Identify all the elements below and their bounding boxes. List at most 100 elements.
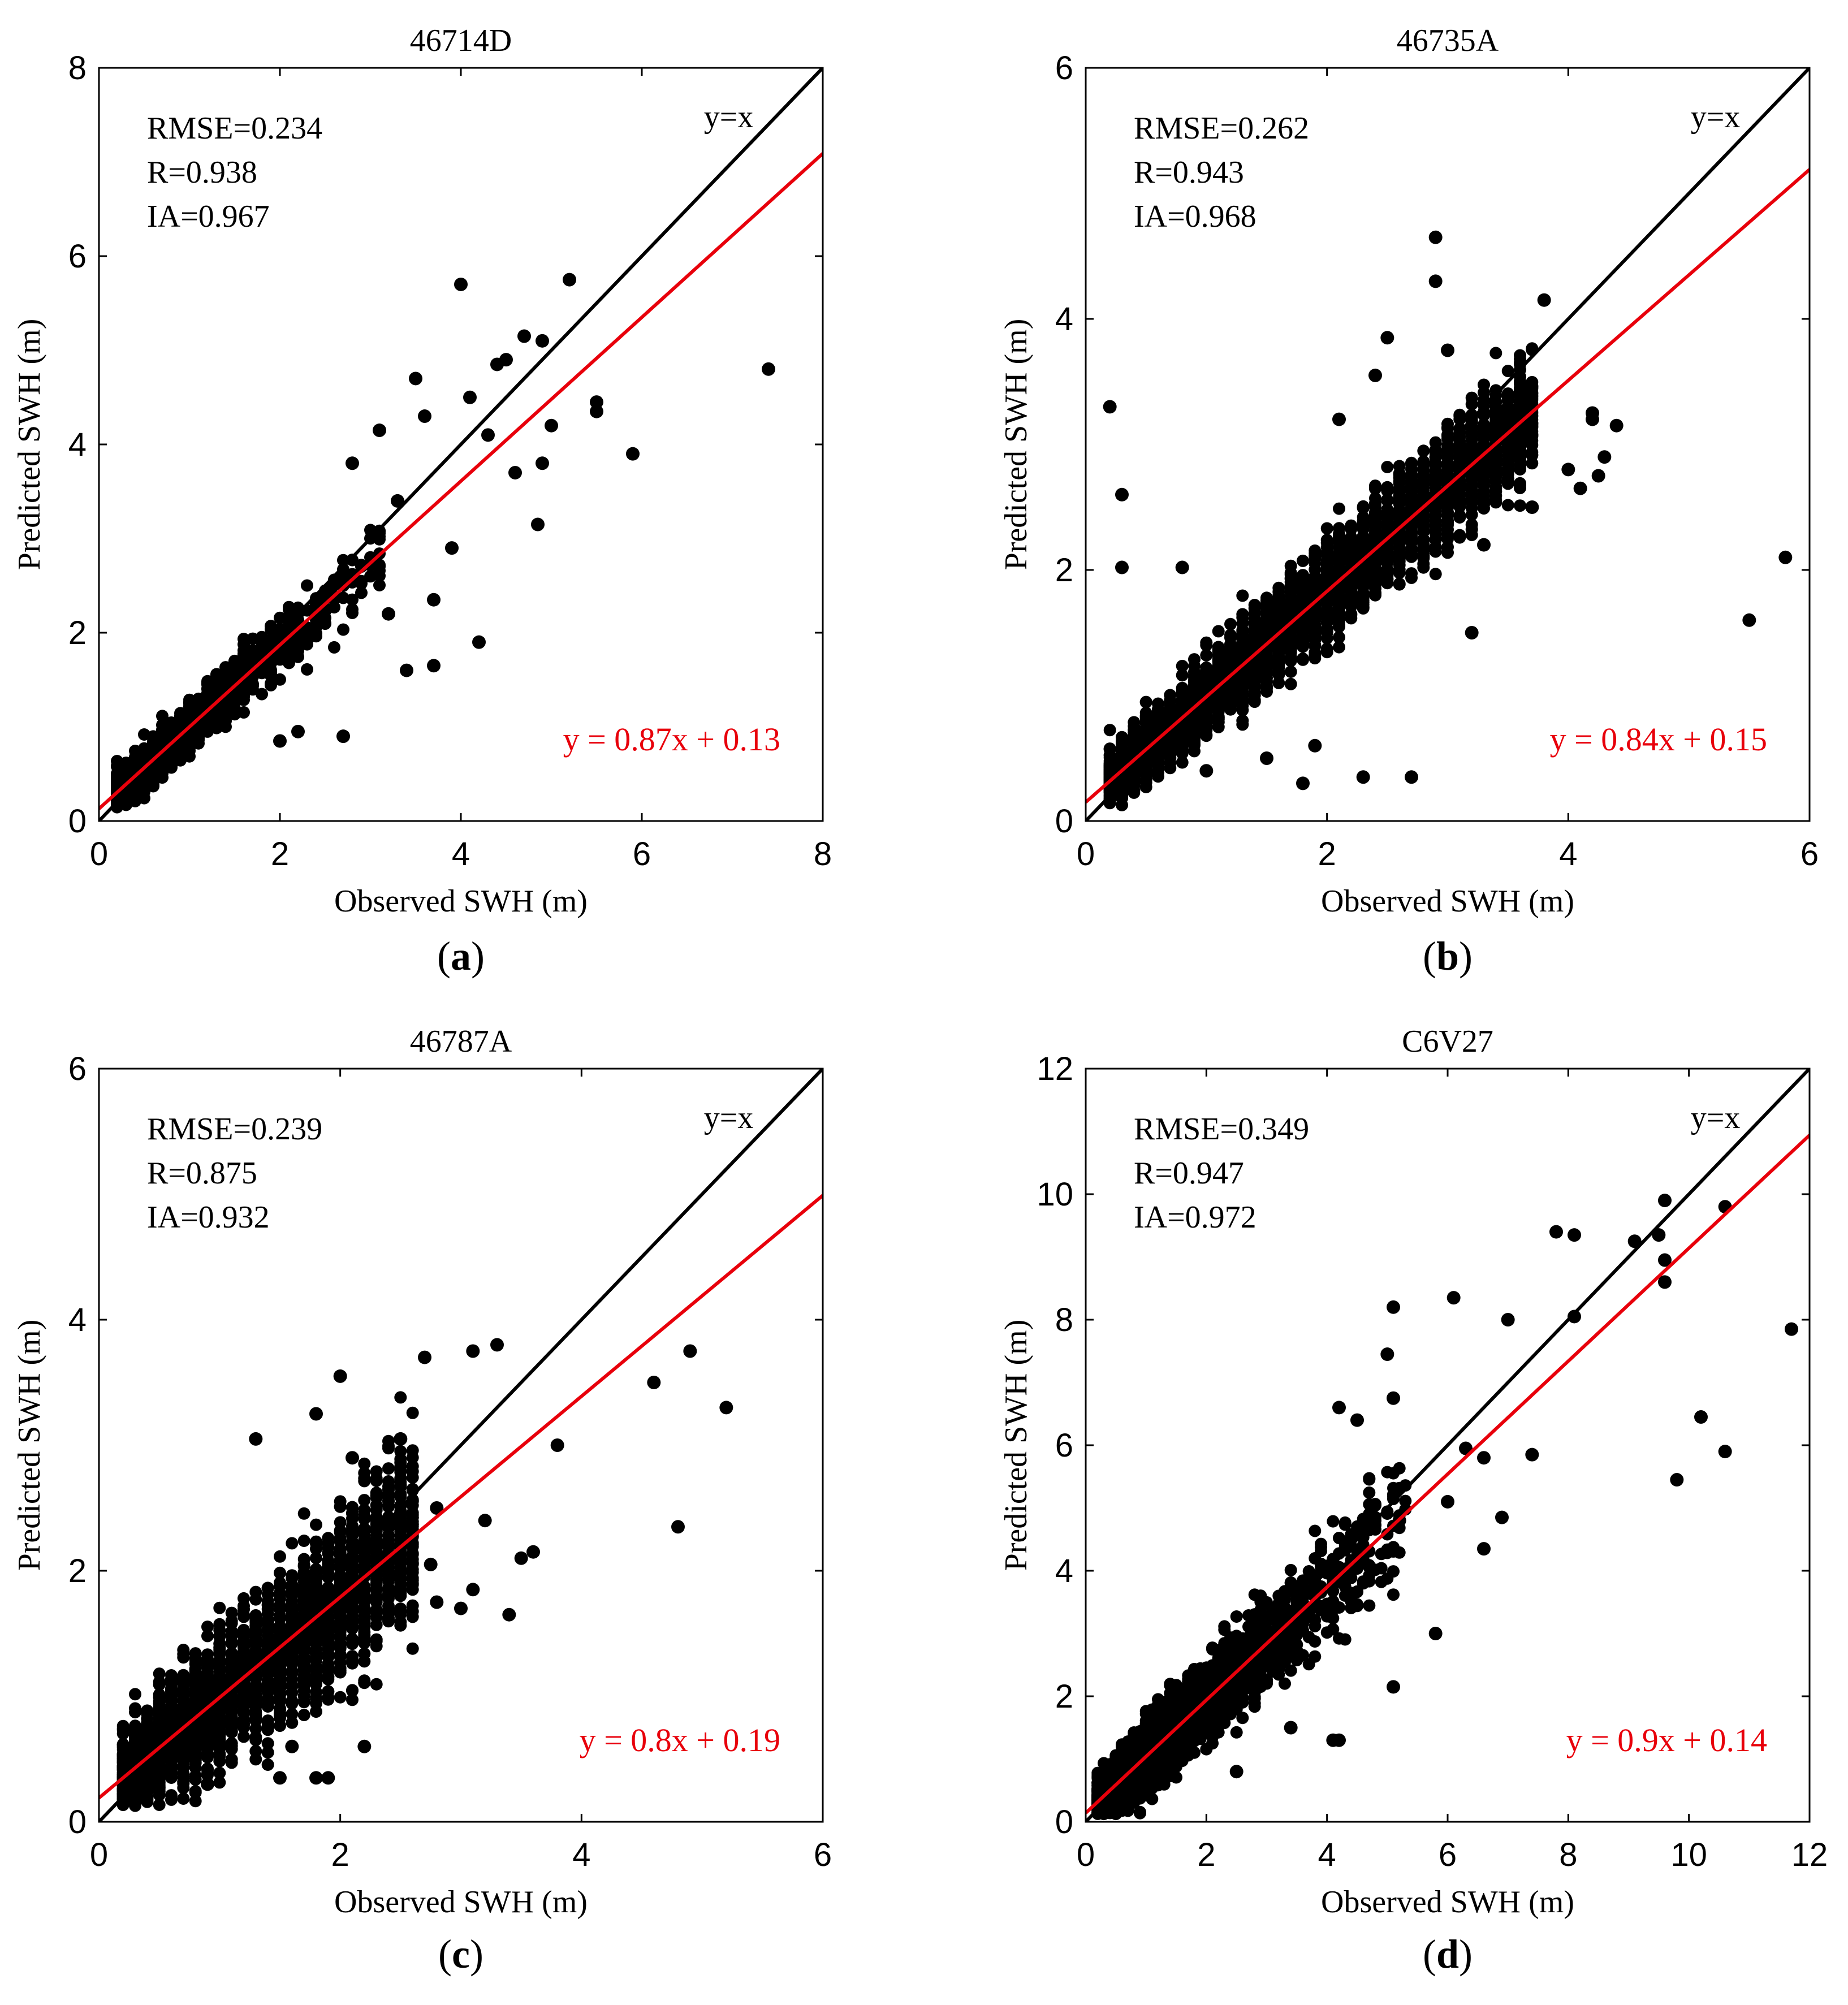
data-point [273,734,287,748]
data-point [1176,699,1189,711]
data-point [1260,668,1273,681]
data-point [1139,776,1152,789]
data-point [1248,694,1261,707]
data-point [1164,757,1177,770]
data-point [1224,645,1237,658]
data-point [536,334,549,348]
data-point [1200,639,1213,651]
data-point [1405,770,1418,784]
data-point [427,659,441,673]
data-point [165,757,178,770]
data-point [1333,593,1345,606]
data-point [301,663,313,676]
data-point [1333,534,1345,547]
data-point [328,601,340,613]
data-point [1333,604,1345,617]
data-point [1417,477,1430,490]
data-point [1393,507,1406,520]
data-point [291,724,305,738]
data-point [1128,738,1141,751]
data-point [111,775,123,788]
stat-text: IA=0.967 [147,199,270,234]
panel-label: (b) [1423,934,1473,979]
data-point [1357,500,1370,513]
data-point [1176,659,1189,672]
data-point [1417,541,1430,554]
data-point [1489,468,1502,481]
data-point [1188,670,1201,683]
data-point [1417,558,1430,571]
data-point [1152,710,1164,723]
data-point [382,607,395,621]
x-tick-label: 8 [814,836,832,872]
x-tick-label: 4 [1559,836,1577,872]
data-point [1405,456,1418,469]
data-point [590,404,603,418]
data-point [1200,664,1213,677]
data-point [1128,775,1141,788]
data-point [1260,751,1273,765]
data-point [1405,542,1418,555]
x-tick-label: 2 [271,836,289,872]
data-point [1514,448,1526,461]
fit-line [1086,168,1810,803]
data-point [472,635,486,649]
data-point [1514,435,1526,448]
data-point [238,638,250,651]
data-point [373,579,386,591]
data-point [1176,669,1189,682]
data-point [1236,694,1249,707]
data-point [1248,625,1261,638]
data-point [355,577,368,590]
data-point [1597,450,1612,464]
data-point [1441,343,1454,357]
data-point [1297,653,1309,665]
data-point [1345,519,1358,532]
data-point [1116,734,1128,747]
data-point [545,418,558,433]
data-point [1478,423,1490,436]
data-point [1236,624,1249,637]
data-point [1333,522,1345,535]
data-point [1465,495,1478,508]
stat-text: RMSE=0.262 [1134,111,1309,146]
data-point [1212,642,1225,655]
data-point [1609,418,1624,433]
data-point [1333,631,1345,644]
data-point [1224,654,1237,667]
data-point [517,329,531,343]
stat-text: RMSE=0.234 [147,111,322,146]
data-point [1212,689,1225,702]
data-point [1526,418,1539,431]
data-point [247,632,259,645]
data-point [1428,274,1443,288]
data-point [373,560,386,573]
data-point [1128,786,1141,799]
data-point [1357,539,1370,552]
data-point [1441,533,1454,546]
data-point [1478,378,1490,391]
data-point [1393,531,1406,543]
data-point [1489,489,1502,502]
data-point [1514,349,1526,362]
chart-title: 46714D [410,23,512,58]
x-axis-label: Observed SWH (m) [334,884,588,919]
data-point [1489,347,1502,360]
data-point [1297,609,1309,622]
data-point [1188,679,1201,692]
data-point [1248,607,1261,620]
data-point [1393,477,1406,490]
data-point [1477,538,1491,552]
data-point [1236,678,1249,691]
data-point [1453,413,1466,426]
data-point [156,710,169,723]
data-point [1248,668,1261,681]
data-point [1103,400,1117,414]
data-point [1333,641,1345,654]
data-point [1284,629,1297,642]
data-point [1128,716,1141,729]
data-point [1199,764,1214,778]
data-point [1332,412,1346,426]
